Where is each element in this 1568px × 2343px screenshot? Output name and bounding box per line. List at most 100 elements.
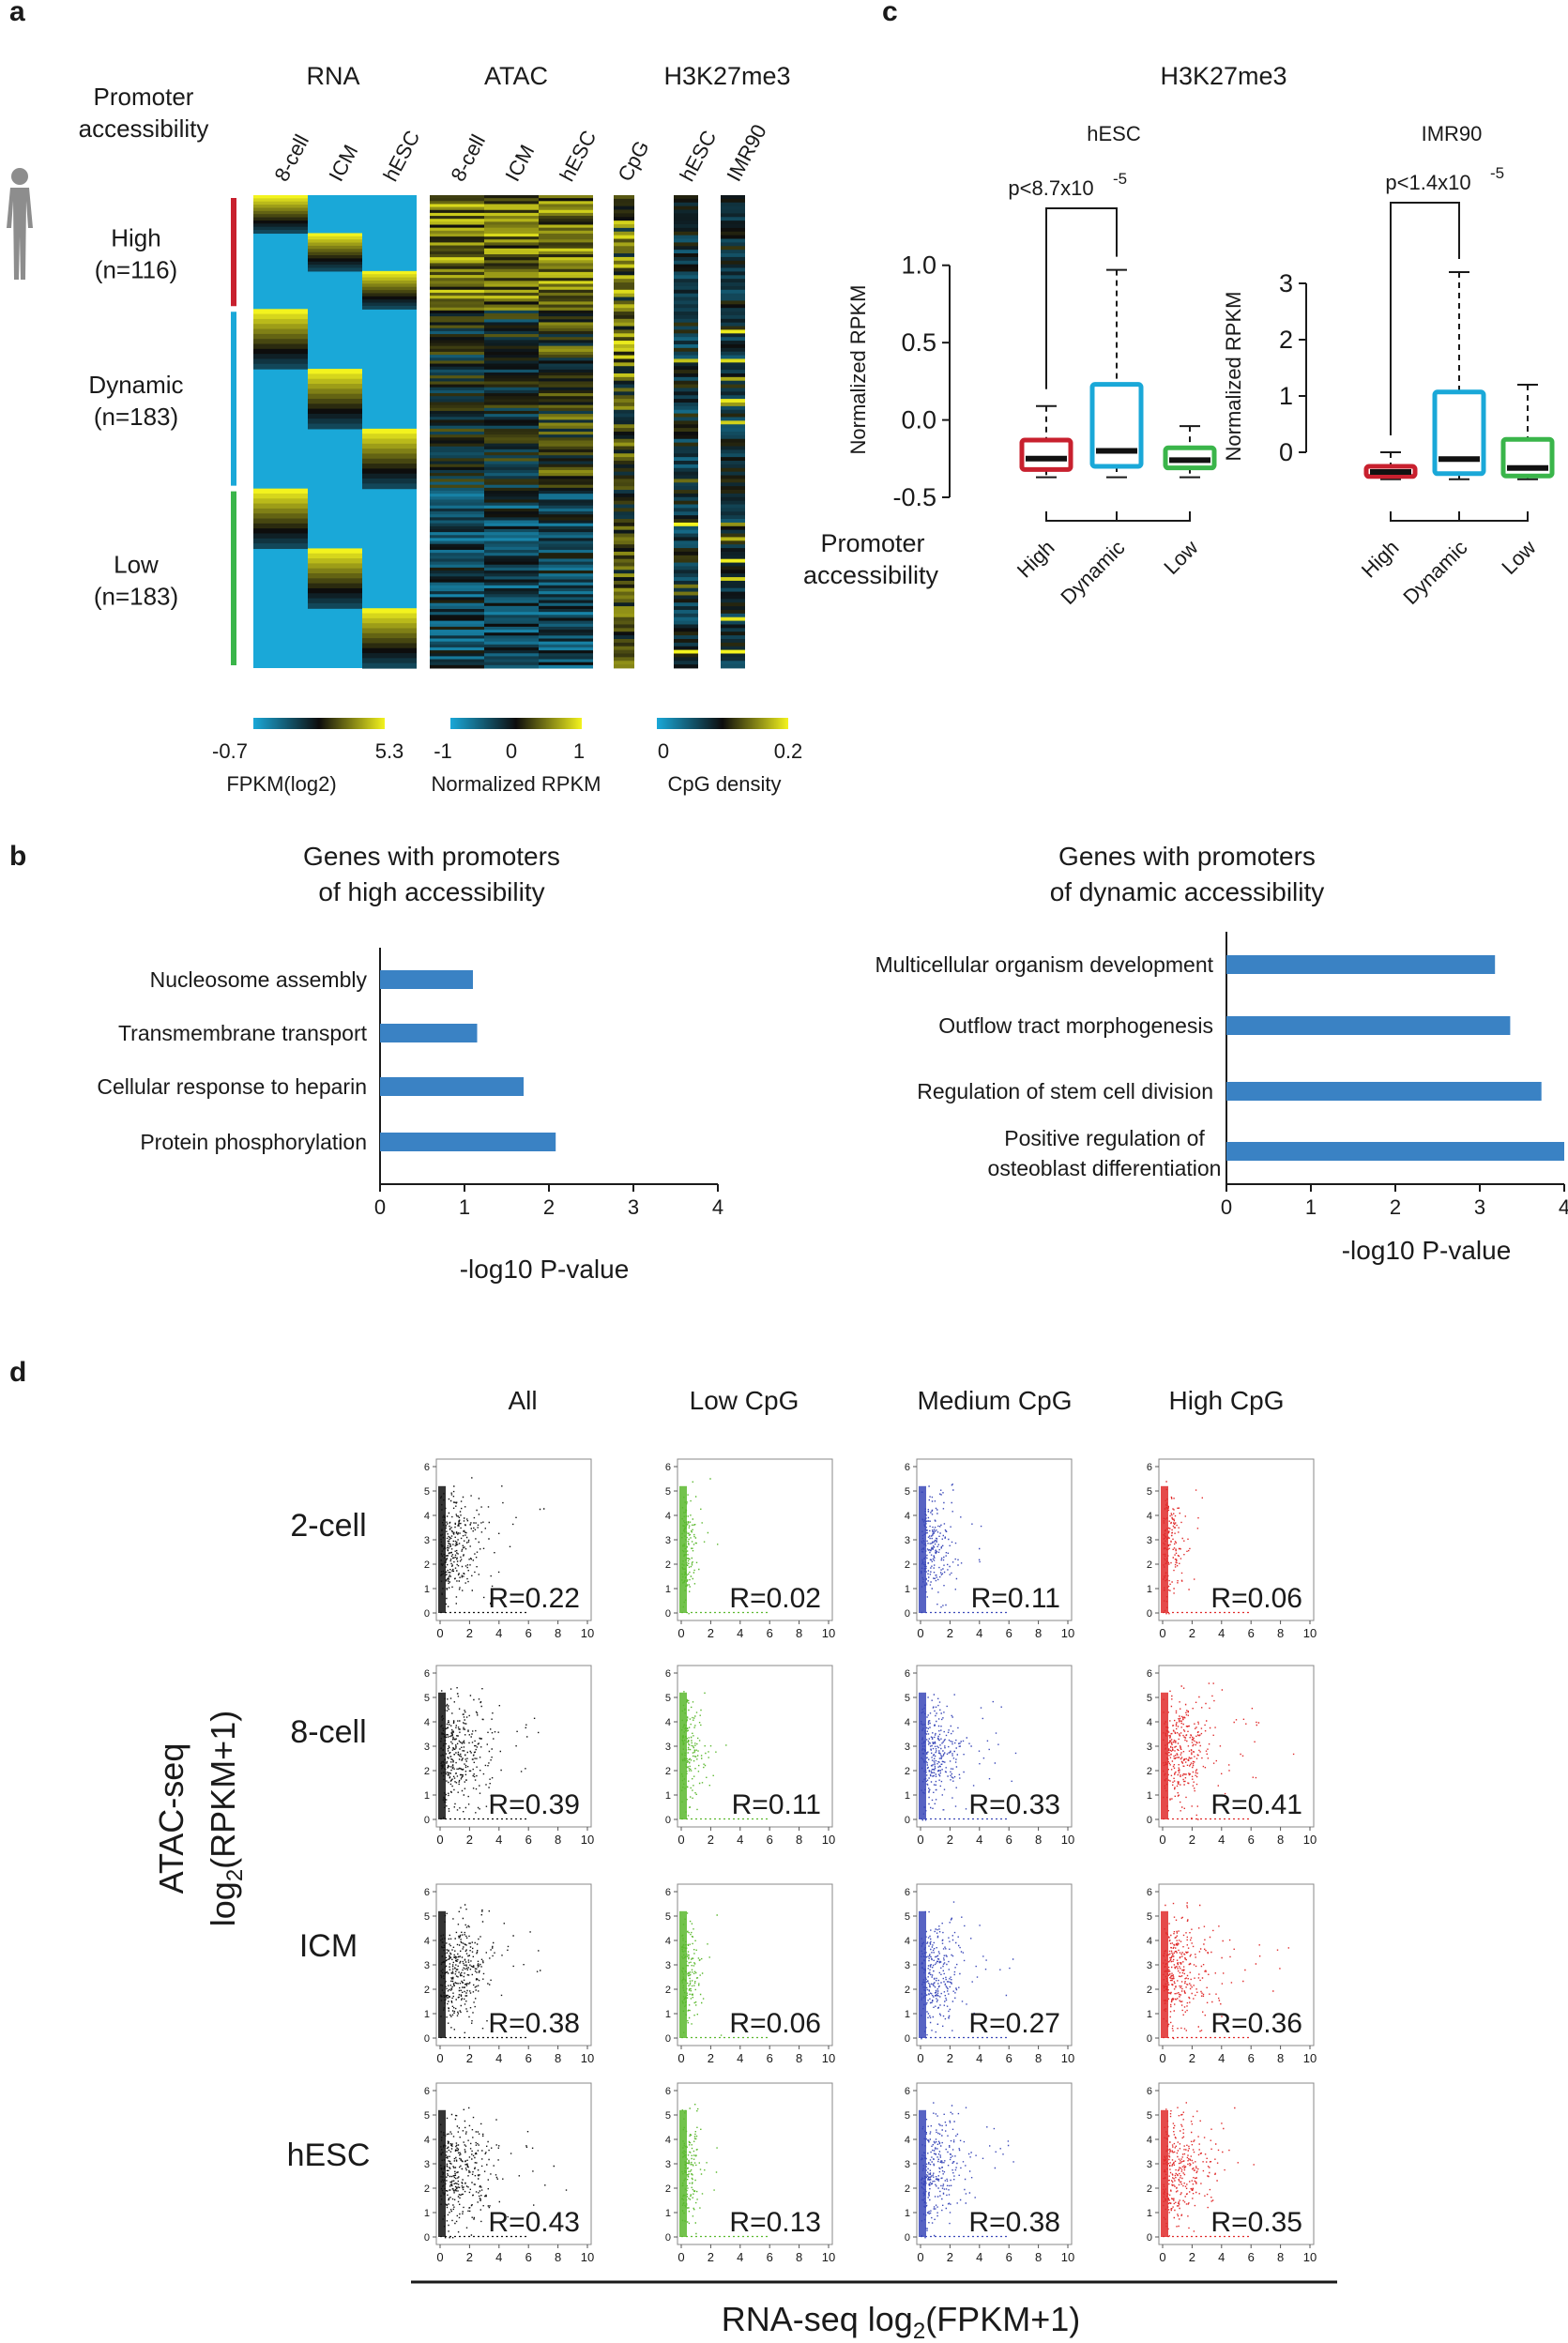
atac-cell (539, 271, 593, 276)
atac-cell (430, 384, 484, 388)
rna-cell (308, 384, 362, 389)
atac-cell (539, 289, 593, 294)
h3k27me3-imr90-cell (721, 555, 745, 560)
atac-cell (539, 195, 593, 199)
scatter-frame (1158, 1665, 1315, 1828)
h3k27me3-hesc-cell (674, 205, 698, 210)
chart-title-line2: of high accessibility (318, 877, 544, 906)
h3k27me3-imr90-cell (721, 355, 745, 359)
y-tick-label: 4 (905, 1936, 910, 1947)
atac-cell (539, 407, 593, 412)
r-value-label: R=0.02 (729, 1583, 821, 1614)
cpg-cell (614, 399, 634, 403)
scatter-points-core (919, 1910, 926, 2038)
atac-cell (430, 325, 484, 329)
x-tick-label: 0 (917, 1626, 923, 1640)
atac-cell (430, 535, 484, 539)
y-tick-label: 3 (424, 1535, 430, 1546)
rna-cell (362, 453, 417, 460)
atac-cell (484, 275, 539, 279)
y-tick-label: 5 (905, 1486, 910, 1498)
x-tick-label: 10 (581, 2051, 594, 2065)
rna-cell (308, 593, 362, 600)
rna-cell (362, 643, 417, 649)
atac-cell (484, 440, 539, 445)
rna-cell (362, 613, 417, 619)
h3k27me3-imr90-cell (721, 624, 745, 629)
cpg-cell (614, 434, 634, 440)
y-tick-label: 1 (424, 1584, 430, 1595)
cpg-cell (614, 391, 634, 396)
y-tick-label: 5 (905, 1693, 910, 1704)
y-tick-label: 0 (424, 2033, 430, 2045)
h3k27me3-imr90-cell (721, 370, 745, 374)
atac-cell (430, 558, 484, 563)
scatter-panel: 0 1 2 3 4 5 6 0 2 4 6 8 10R=0.11 (905, 1458, 1074, 1640)
cpg-cell (614, 529, 634, 534)
atac-cell (539, 525, 593, 530)
h3k27me3-imr90-cell (721, 649, 745, 654)
x-axis-label: -log10 P-value (1342, 1236, 1512, 1265)
h3k27me3-imr90-cell (721, 343, 745, 349)
cpg-cell (614, 496, 634, 502)
rna-cell (308, 378, 362, 385)
h3k27me3-hesc-cell (674, 380, 698, 385)
atac-cell (539, 664, 593, 669)
cpg-cell (614, 343, 634, 349)
rna-cell (308, 233, 362, 237)
atac-cell (539, 375, 593, 379)
atac-cell (539, 268, 593, 273)
h3k27me3-imr90-cell (721, 584, 745, 589)
atac-cell (539, 236, 593, 240)
h3k27me3-hesc-cell (674, 370, 698, 374)
x-tick-label: 1 (1305, 1195, 1317, 1219)
r-value-label: R=0.43 (488, 2207, 580, 2238)
cpg-cell (614, 326, 634, 330)
atac-cell (539, 437, 593, 441)
atac-cell (484, 404, 539, 409)
rna-cell (308, 242, 362, 247)
h3k27me3-hesc-cell (674, 275, 698, 280)
atac-cell (484, 330, 539, 335)
atac-cell (430, 638, 484, 643)
atac-cell (430, 348, 484, 353)
h3k27me3-imr90-cell (721, 566, 745, 571)
h3k27me3-hesc-cell (674, 304, 698, 309)
scatter-row-label: 2-cell (290, 1508, 366, 1544)
cpg-cell (614, 351, 634, 356)
scatter-points-core (919, 2109, 926, 2237)
h3k27me3-imr90-cell (721, 475, 745, 479)
h3k27me3-hesc-cell (674, 587, 698, 592)
h3k27me3-hesc-cell (674, 475, 698, 479)
atac-cell (484, 389, 539, 394)
atac-cell (539, 360, 593, 365)
atac-cell (430, 538, 484, 542)
x-tick-label: 4 (737, 1626, 743, 1640)
h3k27me3-hesc-cell (674, 570, 698, 574)
atac-cell (484, 587, 539, 592)
h3k27me3-hesc-cell (674, 388, 698, 392)
h3k27me3-hesc-cell (674, 496, 698, 502)
cpg-cell (614, 300, 634, 305)
atac-cell (484, 204, 539, 208)
y-tick-label: 1 (905, 1584, 910, 1595)
atac-cell (430, 587, 484, 592)
atac-cell (539, 579, 593, 584)
y-tick-label: 0 (1279, 438, 1293, 466)
rna-cell (362, 283, 417, 288)
atac-cell (484, 224, 539, 229)
cpg-cell (614, 366, 634, 371)
atac-cell (430, 206, 484, 211)
x-tick-label: 8 (1277, 2051, 1284, 2065)
bar (380, 1024, 478, 1042)
atac-cell (539, 620, 593, 625)
atac-cell (484, 375, 539, 379)
cpg-cell (614, 606, 634, 611)
cpg-cell (614, 314, 634, 320)
category-label: High (1012, 536, 1059, 583)
h3k27me3-imr90-cell (721, 449, 745, 454)
cpg-cell (614, 420, 634, 425)
y-tick-label: 3 (424, 1742, 430, 1753)
cpg-cell (614, 453, 634, 458)
scatter-frame (677, 1458, 833, 1621)
